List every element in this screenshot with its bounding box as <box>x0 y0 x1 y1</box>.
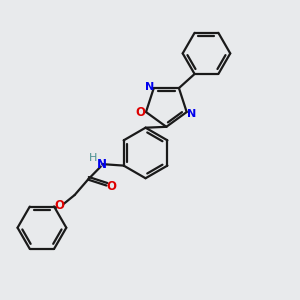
Text: O: O <box>136 106 146 118</box>
Text: N: N <box>97 158 107 171</box>
Text: H: H <box>88 153 97 163</box>
Text: N: N <box>188 109 197 118</box>
Text: O: O <box>55 199 65 212</box>
Text: N: N <box>145 82 154 92</box>
Text: O: O <box>106 180 116 193</box>
